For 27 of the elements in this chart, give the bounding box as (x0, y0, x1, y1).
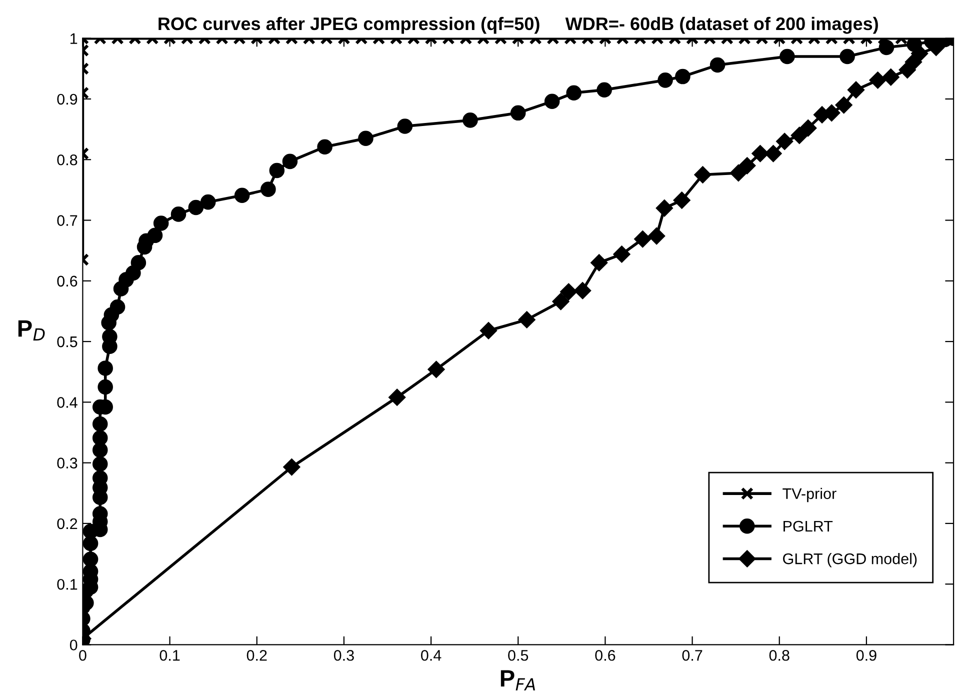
y-tick-label: 0.4 (57, 397, 78, 408)
y-tick-label: 0.3 (57, 458, 78, 468)
x-tick-label: 0.1 (160, 650, 180, 661)
x-tick-label: 0 (79, 650, 86, 661)
x-tick-label: 0.9 (856, 650, 876, 661)
legend-label: GLRT (GGD model) (783, 552, 917, 568)
x-tick-label: 0.8 (769, 650, 790, 661)
x-tick-label: 0.4 (421, 650, 442, 661)
y-tick-label: 0 (70, 640, 78, 650)
x-tick-label: 0.5 (508, 650, 528, 661)
x-tick-label: 0.2 (246, 650, 267, 661)
y-tick-label: 0.7 (57, 215, 78, 226)
y-tick-label: 1 (70, 33, 78, 44)
y-axis-title: P$_{D}$ (18, 320, 45, 340)
y-tick-label: 0.1 (57, 578, 78, 590)
x-tick-label: 0.3 (334, 650, 354, 661)
legend-label: TV-prior (782, 488, 836, 502)
legend-label: PGLRT (784, 520, 833, 532)
y-tick-label: 0.2 (57, 518, 78, 530)
y-tick-label: 0.9 (57, 94, 78, 105)
x-tick-label: 0.7 (682, 650, 702, 661)
x-tick-label: 0.6 (595, 650, 616, 661)
y-tick-label: 0.6 (57, 276, 78, 287)
y-tick-label: 0.5 (57, 336, 78, 348)
x-axis-title: P$_{FA}$ (500, 670, 536, 690)
y-tick-label: 0.8 (57, 154, 78, 166)
chart-title: ROC curves after JPEG compression (qf=50) WDR=- 60dB (dataset of 200 images) (158, 16, 878, 34)
